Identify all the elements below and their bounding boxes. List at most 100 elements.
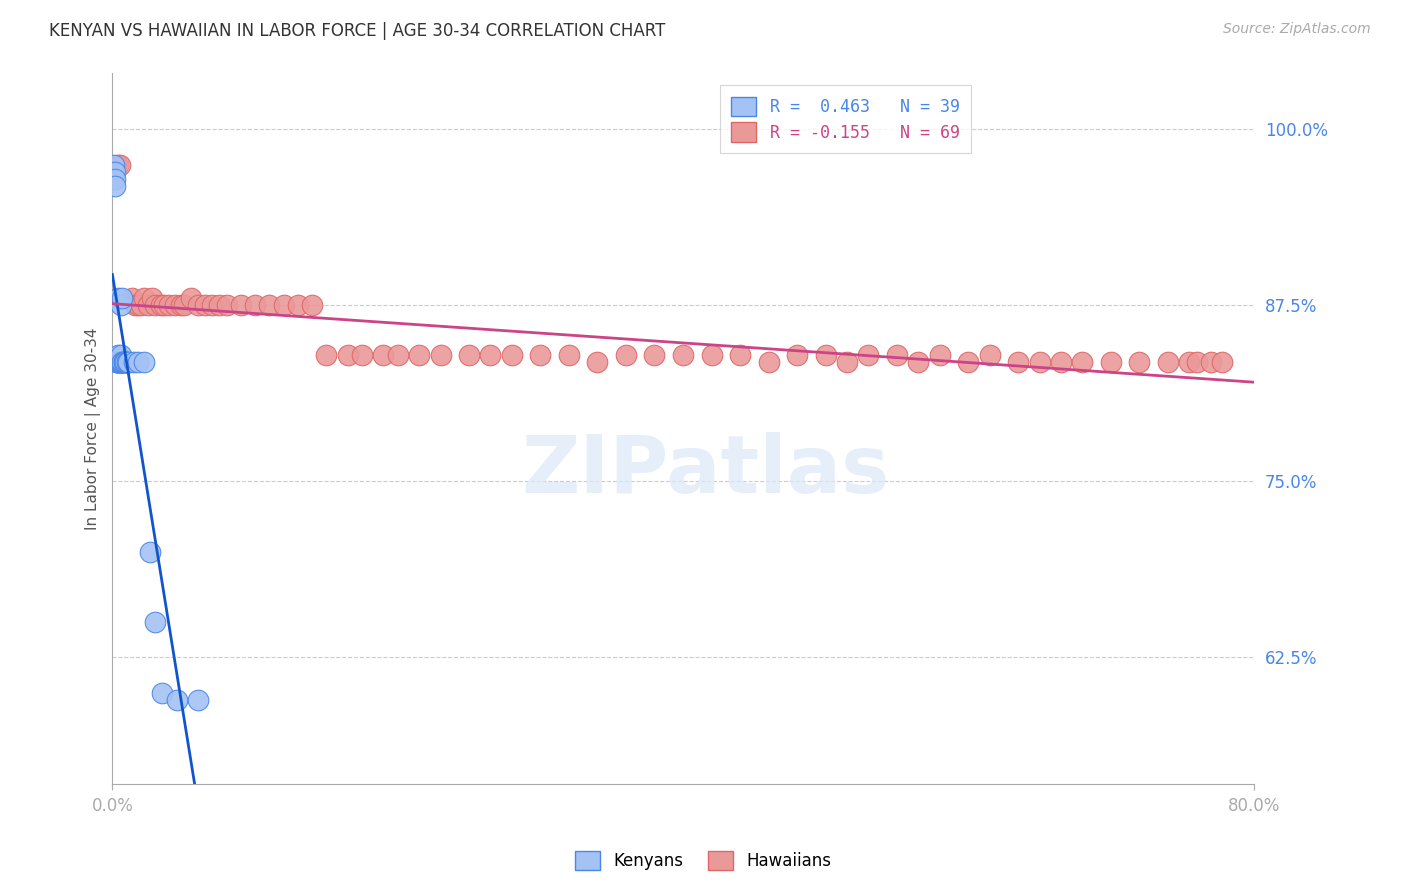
- Point: [166, 692, 188, 706]
- Point: [127, 298, 149, 312]
- Point: [1050, 354, 1073, 368]
- Point: [1199, 354, 1222, 368]
- Point: [1185, 354, 1208, 368]
- Point: [105, 354, 128, 368]
- Point: [107, 157, 129, 171]
- Point: [814, 348, 837, 362]
- Point: [124, 298, 146, 312]
- Point: [104, 171, 127, 186]
- Y-axis label: In Labor Force | Age 30-34: In Labor Force | Age 30-34: [86, 327, 101, 530]
- Point: [858, 348, 880, 362]
- Point: [111, 354, 134, 368]
- Point: [273, 298, 295, 312]
- Point: [112, 354, 135, 368]
- Point: [180, 291, 202, 305]
- Point: [117, 354, 139, 368]
- Point: [105, 354, 128, 368]
- Point: [108, 157, 131, 171]
- Point: [1211, 354, 1233, 368]
- Point: [104, 178, 127, 193]
- Point: [458, 348, 481, 362]
- Legend: R =  0.463   N = 39, R = -0.155   N = 69: R = 0.463 N = 39, R = -0.155 N = 69: [720, 85, 972, 153]
- Point: [700, 348, 723, 362]
- Point: [129, 298, 152, 312]
- Point: [103, 157, 125, 171]
- Point: [1028, 354, 1050, 368]
- Point: [928, 348, 950, 362]
- Legend: Kenyans, Hawaiians: Kenyans, Hawaiians: [568, 844, 838, 877]
- Point: [118, 354, 141, 368]
- Point: [111, 354, 134, 368]
- Point: [373, 348, 395, 362]
- Point: [115, 354, 138, 368]
- Point: [728, 348, 751, 362]
- Point: [1099, 354, 1122, 368]
- Point: [479, 348, 502, 362]
- Point: [104, 164, 127, 178]
- Point: [112, 354, 135, 368]
- Point: [110, 354, 132, 368]
- Point: [108, 354, 131, 368]
- Point: [614, 348, 637, 362]
- Point: [143, 615, 166, 629]
- Point: [110, 348, 132, 362]
- Point: [1007, 354, 1029, 368]
- Point: [287, 298, 309, 312]
- Point: [429, 348, 451, 362]
- Point: [201, 298, 224, 312]
- Point: [107, 354, 129, 368]
- Point: [114, 354, 136, 368]
- Point: [149, 298, 172, 312]
- Point: [165, 298, 187, 312]
- Point: [907, 354, 929, 368]
- Point: [132, 354, 155, 368]
- Point: [586, 354, 609, 368]
- Point: [408, 348, 430, 362]
- Point: [558, 348, 581, 362]
- Point: [1128, 354, 1150, 368]
- Point: [173, 298, 195, 312]
- Point: [758, 354, 780, 368]
- Point: [336, 348, 359, 362]
- Point: [115, 354, 138, 368]
- Point: [1178, 354, 1201, 368]
- Text: ZIPatlas: ZIPatlas: [522, 433, 890, 510]
- Point: [672, 348, 695, 362]
- Point: [159, 298, 181, 312]
- Point: [301, 298, 323, 312]
- Point: [108, 354, 131, 368]
- Point: [643, 348, 665, 362]
- Point: [103, 164, 125, 178]
- Point: [105, 354, 128, 368]
- Point: [208, 298, 231, 312]
- Point: [121, 291, 143, 305]
- Point: [110, 354, 132, 368]
- Point: [215, 298, 238, 312]
- Point: [259, 298, 281, 312]
- Point: [957, 354, 980, 368]
- Point: [243, 298, 266, 312]
- Point: [786, 348, 808, 362]
- Point: [110, 298, 132, 312]
- Point: [1071, 354, 1094, 368]
- Point: [111, 291, 134, 305]
- Point: [107, 348, 129, 362]
- Point: [187, 298, 209, 312]
- Point: [105, 354, 128, 368]
- Point: [132, 291, 155, 305]
- Point: [352, 348, 374, 362]
- Point: [108, 354, 131, 368]
- Point: [529, 348, 551, 362]
- Point: [127, 354, 149, 368]
- Point: [315, 348, 337, 362]
- Point: [141, 291, 163, 305]
- Point: [170, 298, 193, 312]
- Point: [1157, 354, 1180, 368]
- Point: [114, 354, 136, 368]
- Point: [194, 298, 217, 312]
- Text: Source: ZipAtlas.com: Source: ZipAtlas.com: [1223, 22, 1371, 37]
- Point: [112, 354, 135, 368]
- Point: [143, 298, 166, 312]
- Point: [979, 348, 1001, 362]
- Point: [150, 685, 173, 699]
